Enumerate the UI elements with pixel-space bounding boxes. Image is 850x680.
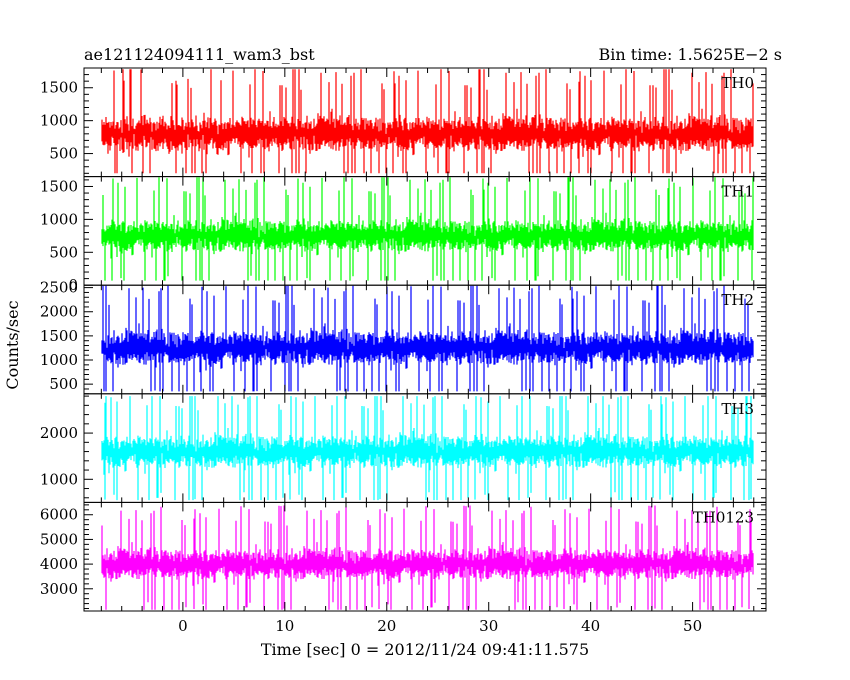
y-tick-label: 5000 [40,530,78,548]
x-tick-label: 40 [581,617,600,635]
y-tick-label: 1500 [40,79,78,97]
panel-frame [83,501,767,612]
panel-th1: 0 500 1000 1500 TH1 [40,176,767,294]
y-tick-label: 4000 [40,555,78,573]
panel-name-label: TH0 [721,74,754,92]
x-tick-label: 30 [479,617,498,635]
panel-name-label: TH2 [721,291,754,309]
panel-name-label: TH0123 [693,508,754,526]
y-tick-label: 2000 [40,303,78,321]
series-th1 [101,177,754,281]
y-tick-label: 0 [68,276,78,294]
y-tick-label: 500 [49,375,78,393]
panel-th0123: 3000 4000 5000 6000 TH0123 [40,501,767,612]
x-tick-label: 20 [377,617,396,635]
y-axis-label: Counts/sec [3,300,22,389]
y-tick-label: 1000 [40,112,78,130]
y-tick-label: 3000 [40,580,78,598]
y-tick-label: 1000 [40,351,78,369]
y-tick-label: 2000 [40,424,78,442]
x-tick-label: 50 [683,617,702,635]
header-right: Bin time: 1.5625E−2 s [599,45,782,64]
y-tick-label: 1500 [40,327,78,345]
panel-name-label: TH1 [721,183,754,201]
x-tick-label: 0 [178,617,188,635]
panel-th3: 1000 2000 TH3 [40,393,767,503]
y-tick-label: 1000 [40,210,78,228]
x-tick-label: 10 [275,617,294,635]
x-axis-label: Time [sec] 0 = 2012/11/24 09:41:11.575 [261,640,589,659]
y-tick-label: 500 [49,145,78,163]
series-th2 [101,285,754,392]
y-tick-label: 500 [49,243,78,261]
y-tick-label: 2500 [40,279,78,297]
series-th0 [101,69,754,174]
y-tick-label: 1000 [40,470,78,488]
panel-th0: 500 1000 1500 TH0 [40,67,767,178]
series-th0123 [101,505,754,610]
series-th3 [101,396,754,501]
y-tick-label: 6000 [40,506,78,524]
y-tick-label: 1500 [40,177,78,195]
panel-th2: 500 1000 1500 2000 2500 TH2 [40,279,767,395]
panel-name-label: TH3 [721,400,754,418]
header-left: ae121124094111_wam3_bst [84,45,315,64]
